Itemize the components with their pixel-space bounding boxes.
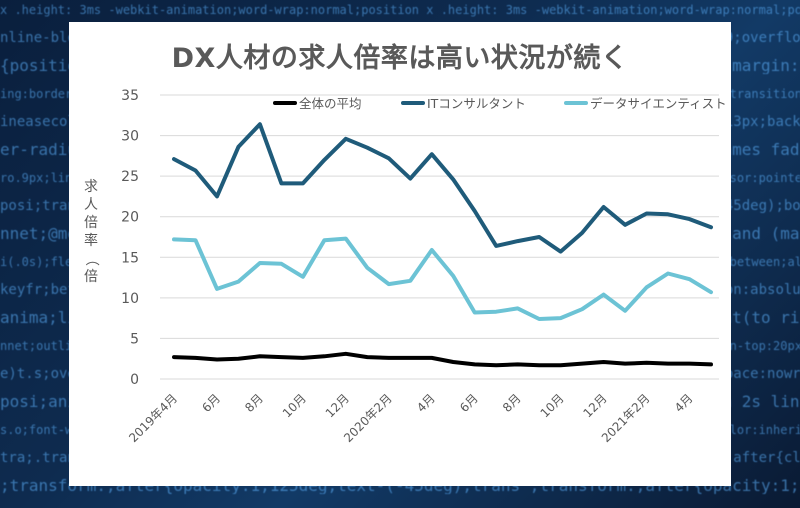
series-line-it-consultant xyxy=(172,122,713,254)
x-tick-label: 2019年4月 xyxy=(126,391,180,445)
y-tick-label: 20 xyxy=(121,210,139,226)
y-axis-label: 求人倍率（倍 xyxy=(83,179,99,285)
y-tick-label: 0 xyxy=(130,372,139,388)
x-tick-label: 6月 xyxy=(199,391,223,415)
chart-card: DX人材の求人倍率は高い状況が続く 求人倍率（倍 0 5 10 15 20 25 30 35 2… xyxy=(69,22,731,486)
y-tick-label: 25 xyxy=(121,169,139,185)
y-tick-label: 35 xyxy=(121,88,139,104)
x-tick-label: 8月 xyxy=(242,391,266,415)
legend-label: ITコンサルタント xyxy=(427,96,526,111)
x-tick-label: 8月 xyxy=(500,391,524,415)
y-tick-label: 30 xyxy=(121,129,139,145)
x-tick-label: 6月 xyxy=(457,391,481,415)
x-tick-label: 10月 xyxy=(538,391,567,420)
x-tick-label: 12月 xyxy=(323,391,352,420)
x-tick-label: 12月 xyxy=(581,391,610,420)
code-line: x .height: 3ms -webkit-animation;word-wr… xyxy=(0,3,800,17)
y-tick-label: 5 xyxy=(130,331,139,347)
legend-label: データサイエンティスト xyxy=(590,96,727,111)
x-tick-label: 4月 xyxy=(672,391,696,415)
legend-label: 全体の平均 xyxy=(299,96,362,111)
x-tick-label: 4月 xyxy=(414,391,438,415)
x-tick-label: 10月 xyxy=(280,391,309,420)
y-tick-label: 15 xyxy=(121,250,139,266)
y-tick-label: 10 xyxy=(121,291,139,307)
series-line-all-jobs xyxy=(172,351,713,368)
series-line-data-scientist xyxy=(172,236,713,321)
chart-title: DX人材の求人倍率は高い状況が続く xyxy=(171,43,629,74)
